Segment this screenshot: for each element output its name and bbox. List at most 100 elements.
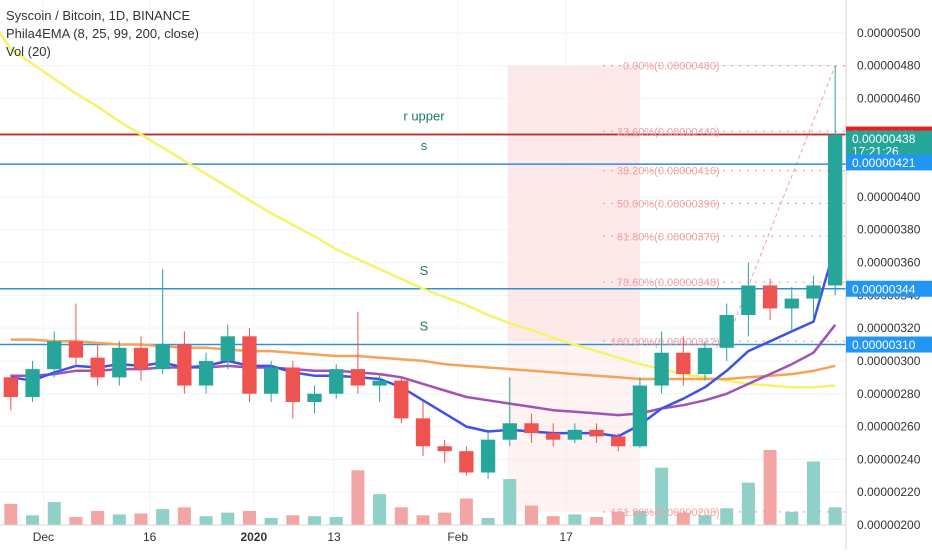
volume-bar bbox=[308, 516, 322, 525]
ema-lines bbox=[0, 32, 837, 438]
y-tick-label: 0.00000380 bbox=[857, 223, 921, 237]
candle-body bbox=[697, 347, 713, 375]
fib-level-label: 61.80%(0.00000376) bbox=[617, 231, 720, 243]
y-tick-label: 0.00000320 bbox=[857, 321, 921, 335]
candle-body bbox=[806, 285, 821, 299]
volume-bar bbox=[806, 461, 820, 525]
volume-bar bbox=[69, 517, 83, 525]
level-label: S bbox=[420, 319, 429, 334]
price-tag-box bbox=[846, 336, 932, 353]
candle-body bbox=[3, 377, 19, 398]
y-tick-label: 0.00000480 bbox=[857, 59, 921, 73]
fib-level-label: 38.20%(0.00000416) bbox=[617, 166, 720, 178]
candle-body bbox=[177, 344, 192, 386]
fib-level-label: 161.80%(0.00000208) bbox=[611, 507, 720, 519]
price-tag-label: 0.00000344 bbox=[852, 282, 916, 296]
volume-bar bbox=[177, 507, 191, 525]
volume-bar bbox=[438, 512, 452, 525]
ema8-line bbox=[10, 245, 837, 438]
y-tick-label: 0.00000460 bbox=[857, 91, 921, 105]
candle-body bbox=[741, 285, 756, 315]
volume-bar bbox=[394, 507, 408, 525]
volume-bar bbox=[26, 515, 40, 525]
volume-bars bbox=[4, 450, 842, 525]
candle-body bbox=[719, 315, 734, 348]
volume-bar bbox=[459, 498, 473, 525]
price-axis[interactable]: 0.000005000.000004800.000004600.00000420… bbox=[857, 26, 921, 532]
volume-bar bbox=[329, 517, 343, 525]
volume-bar bbox=[546, 516, 560, 525]
volume-bar bbox=[264, 517, 278, 525]
y-tick-label: 0.00000260 bbox=[857, 420, 921, 434]
candle-body bbox=[762, 285, 778, 309]
volume-label[interactable]: Vol (20) bbox=[6, 44, 51, 59]
volume-bar bbox=[481, 517, 495, 525]
volume-bar bbox=[763, 450, 777, 525]
candle-body bbox=[350, 369, 366, 386]
ema200-line bbox=[0, 32, 836, 389]
volume-bar bbox=[633, 510, 647, 525]
candle-body bbox=[285, 367, 301, 402]
x-tick-label: 13 bbox=[327, 530, 341, 544]
candle-body bbox=[459, 451, 474, 473]
y-tick-label: 0.00000280 bbox=[857, 387, 921, 401]
volume-bar bbox=[590, 517, 604, 525]
candle-body bbox=[372, 380, 387, 386]
candle-body bbox=[90, 357, 105, 378]
fib-level-label: 50.00%(0.00000396) bbox=[617, 198, 720, 210]
price-tag-box bbox=[846, 154, 932, 171]
y-tick-label: 0.00000240 bbox=[857, 452, 921, 466]
volume-bar bbox=[4, 503, 18, 525]
candle-body bbox=[68, 341, 84, 358]
volume-bar bbox=[611, 511, 625, 525]
volume-bar bbox=[416, 515, 430, 525]
chart-legend: Syscoin / Bitcoin, 1D, BINANCE Phila4EMA… bbox=[6, 7, 199, 61]
ema25-line bbox=[10, 324, 837, 417]
y-tick-label: 0.00000200 bbox=[857, 518, 921, 532]
fib-level-label: 78.60%(0.00000348) bbox=[617, 277, 720, 289]
fib-level-label: 100.00%(0.00000312) bbox=[611, 336, 720, 348]
candle-body bbox=[133, 347, 149, 370]
level-label: r upper bbox=[403, 109, 445, 124]
volume-bar bbox=[676, 512, 690, 525]
volume-bar bbox=[91, 510, 105, 525]
volume-bar bbox=[524, 505, 538, 525]
candle-body bbox=[437, 446, 452, 452]
candle-body bbox=[784, 298, 799, 309]
volume-bar bbox=[720, 508, 734, 525]
volume-bar bbox=[785, 511, 799, 525]
x-tick-label: Feb bbox=[447, 530, 468, 544]
candle-body bbox=[676, 352, 691, 375]
candle-body bbox=[47, 341, 62, 370]
candle-body bbox=[654, 352, 669, 386]
candle-body bbox=[155, 344, 170, 370]
price-tags: 0.000004380.0000043817:21:260.000004210.… bbox=[846, 126, 932, 353]
symbol-title[interactable]: Syscoin / Bitcoin, 1D, BINANCE bbox=[6, 8, 191, 23]
candle-body bbox=[589, 429, 604, 437]
price-tag-label: 0.00000421 bbox=[852, 156, 916, 170]
y-tick-label: 0.00000400 bbox=[857, 190, 921, 204]
y-tick-label: 0.00000500 bbox=[857, 26, 921, 40]
volume-bar bbox=[134, 513, 148, 525]
time-axis[interactable]: Dec 16 2020 13 Feb 17 bbox=[33, 530, 573, 544]
candle-body bbox=[394, 380, 409, 419]
candle-body bbox=[611, 436, 626, 447]
indicator-label[interactable]: Phila4EMA (8, 25, 99, 200, close) bbox=[6, 26, 199, 41]
x-tick-label: 2020 bbox=[240, 530, 267, 544]
x-tick-label: 17 bbox=[559, 530, 573, 544]
candle-body bbox=[112, 347, 127, 378]
fib-level-label: 23.60%(0.00000440) bbox=[617, 126, 720, 138]
candle-body bbox=[524, 423, 539, 434]
y-tick-label: 0.00000220 bbox=[857, 485, 921, 499]
candle-body bbox=[415, 418, 431, 447]
x-tick-label: Dec bbox=[33, 530, 54, 544]
candle-body bbox=[307, 393, 322, 402]
level-label: s bbox=[421, 138, 428, 153]
candles bbox=[3, 65, 843, 480]
candle-body bbox=[827, 134, 843, 286]
volume-bar bbox=[221, 512, 235, 525]
y-tick-label: 0.00000360 bbox=[857, 256, 921, 270]
fib-zone-upper bbox=[507, 65, 640, 342]
